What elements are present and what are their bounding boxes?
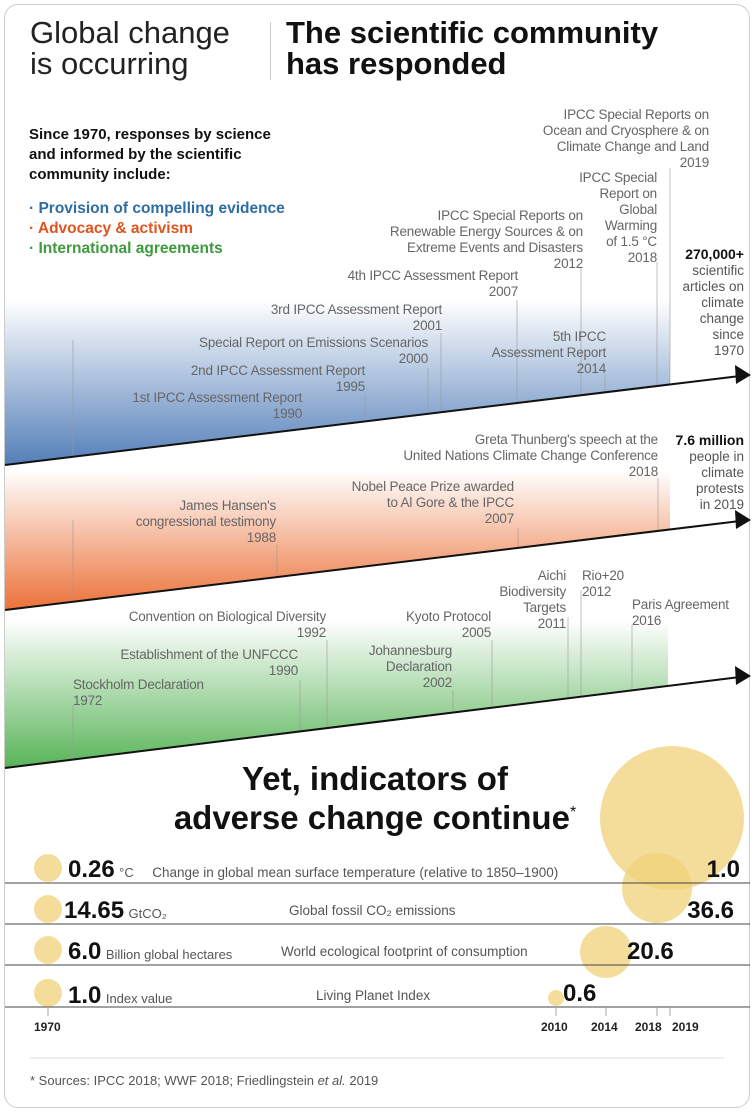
- event-paris: Paris Agreement 2016: [632, 597, 729, 628]
- co2-end-value: 36.6: [687, 897, 734, 924]
- event-unfccc: Establishment of the UNFCCC 1990: [120, 647, 298, 678]
- event-rio20: Rio+20 2012: [582, 568, 624, 599]
- event-srren-srex: IPCC Special Reports on Renewable Energy …: [389, 208, 583, 271]
- legend-activism: · Advocacy & activism: [29, 220, 193, 237]
- lpi-end-value: 0.6: [563, 980, 597, 1007]
- activism-timeline-arrow: [4, 520, 739, 611]
- legend-evidence: · Provision of compelling evidence: [29, 200, 285, 217]
- temp-end-value: 1.0: [706, 856, 740, 883]
- bubble-lpi-2010: [548, 990, 564, 1006]
- event-ipcc-ar4: 4th IPCC Assessment Report 2007: [347, 268, 519, 299]
- agreements-timeline-arrow: [4, 676, 739, 769]
- event-hansen: James Hansen's congressional testimony 198…: [135, 498, 276, 545]
- event-kyoto: Kyoto Protocol 2005: [406, 609, 491, 640]
- year-2014: 2014: [591, 1020, 618, 1034]
- arrowhead-icon: [735, 365, 751, 384]
- event-sr15: IPCC Special Report on Global Warming of 1.5…: [579, 170, 657, 265]
- event-thunberg: Greta Thunberg's speech at the United Nat…: [403, 432, 658, 479]
- science-stat-value: 270,000+: [685, 246, 744, 262]
- header-left-line1: Global change: [30, 15, 230, 50]
- science-timeline-arrow: [4, 375, 739, 466]
- row-footprint: 6.0 Billion global hectares: [68, 938, 233, 965]
- event-ipcc-ar3: 3rd IPCC Assessment Report 2001: [270, 302, 442, 333]
- event-ipcc-ar2: 2nd IPCC Assessment Report 1995: [190, 363, 365, 394]
- indicators-title: Yet, indicators of adverse change contin…: [173, 760, 577, 836]
- event-stockholm: Stockholm Declaration 1972: [73, 677, 204, 708]
- year-2018: 2018: [635, 1020, 662, 1034]
- activism-band-fill: [5, 470, 670, 610]
- frame: [4, 4, 750, 1108]
- year-2010: 2010: [541, 1020, 568, 1034]
- intro-line: and informed by the scientific: [29, 146, 242, 163]
- row-temperature: 0.26 °C Change in global mean surface te…: [68, 856, 559, 883]
- year-2019: 2019: [672, 1020, 699, 1034]
- header-right-line2: has responded: [286, 46, 507, 81]
- event-nobel: Nobel Peace Prize awarded to Al Gore & th…: [351, 479, 515, 526]
- event-cbd: Convention on Biological Diversity 1992: [128, 609, 327, 640]
- row-lpi: 1.0 Index value: [68, 982, 173, 1009]
- year-1970: 1970: [34, 1020, 61, 1034]
- science-stat: 270,000+ scientific articles on climate cha…: [682, 246, 744, 358]
- arrowhead-icon: [735, 510, 751, 529]
- intro-legend: · Provision of compelling evidence · Adv…: [29, 199, 285, 259]
- arrowhead-icon: [735, 666, 751, 685]
- co2-label: Global fossil CO₂ emissions: [289, 903, 456, 918]
- bubble-temp-1970: [34, 854, 62, 882]
- event-johannesburg: Johannesburg Declaration 2002: [368, 643, 452, 690]
- activism-stat: 7.6 million people in climate protests in 2…: [675, 432, 744, 512]
- intro-text: Since 1970, responses by science and inf…: [29, 125, 271, 185]
- activism-stat-value: 7.6 million: [675, 432, 744, 448]
- footprint-label: World ecological footprint of consumptio…: [281, 944, 528, 959]
- sources-footnote: * Sources: IPCC 2018; WWF 2018; Friedlin…: [30, 1073, 379, 1088]
- bubble-temp-2019: [600, 746, 744, 890]
- agreements-band-fill: [5, 620, 668, 768]
- header-right-line1: The scientific community: [286, 15, 659, 50]
- event-ipcc-ar5: 5th IPCC Assessment Report 2014: [491, 329, 607, 376]
- event-emissions-scenarios: Special Report on Emissions Scenarios 200…: [199, 335, 428, 366]
- footprint-end-value: 20.6: [627, 938, 674, 965]
- bubble-co2-1970: [34, 895, 62, 923]
- event-srocc-srccl: IPCC Special Reports on Ocean and Cryosph…: [542, 107, 709, 170]
- bubble-co2-2018: [622, 853, 692, 923]
- intro-line: Since 1970, responses by science: [29, 126, 271, 143]
- row-co2: 14.65 GtCO₂: [64, 897, 167, 924]
- intro-line: community include:: [29, 166, 171, 183]
- bubble-footprint-1970: [34, 936, 62, 964]
- event-ipcc-ar1: 1st IPCC Assessment Report 1990: [132, 390, 302, 421]
- legend-agreements: · International agreements: [29, 240, 223, 257]
- header-right: The scientific community has responded: [286, 17, 658, 79]
- lpi-label: Living Planet Index: [316, 988, 431, 1003]
- header-divider: [270, 22, 271, 80]
- header-left-line2: is occurring: [30, 46, 189, 81]
- bubble-lpi-1970: [34, 979, 62, 1007]
- event-aichi: Aichi Biodiversity Targets 2011: [499, 568, 566, 631]
- header-left: Global change is occurring: [30, 17, 230, 79]
- bubble-footprint-2014: [580, 926, 632, 978]
- science-band-fill: [5, 300, 670, 465]
